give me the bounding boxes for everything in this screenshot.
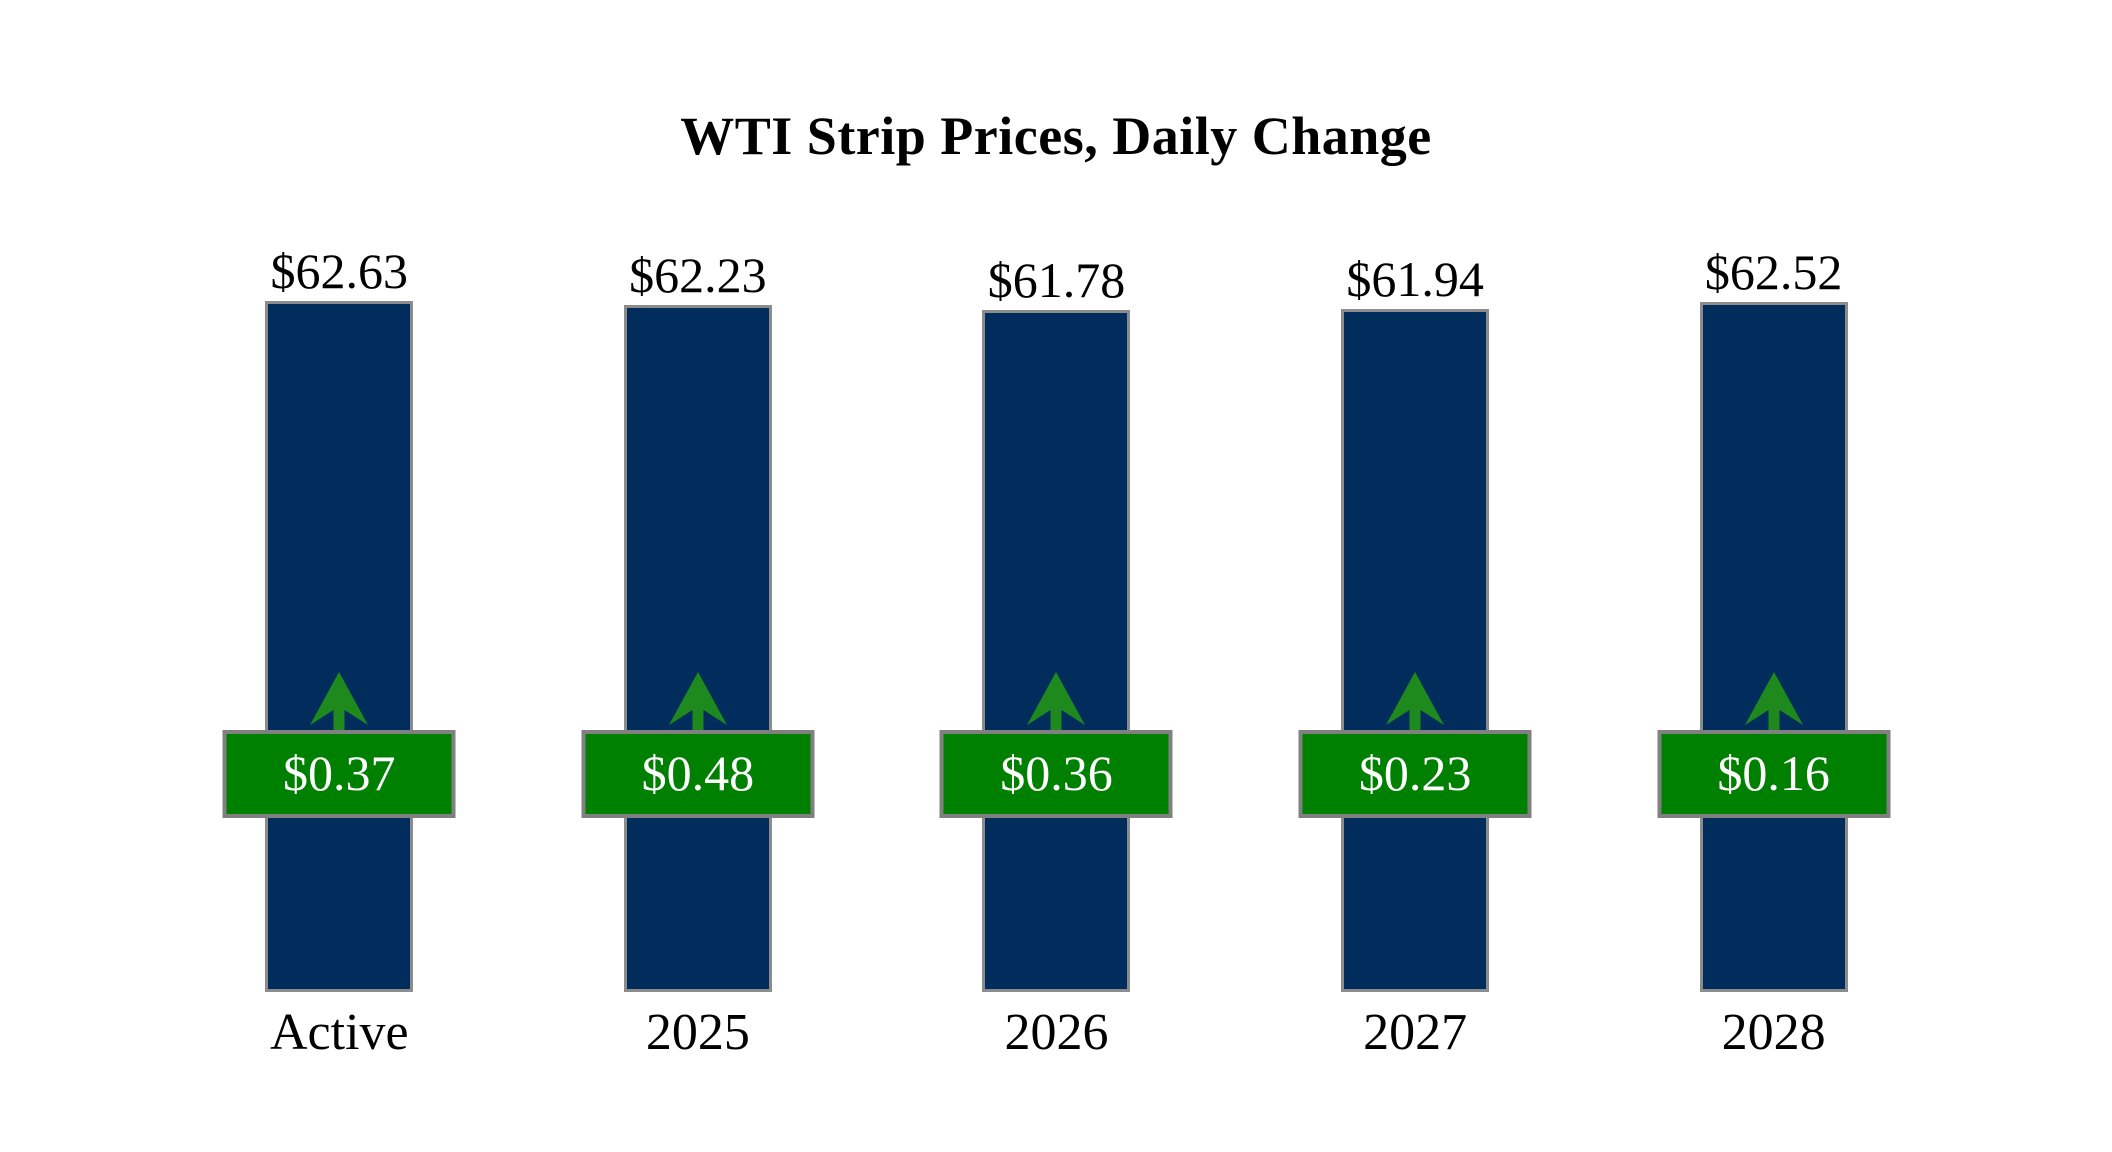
up-arrow-icon bbox=[1744, 672, 1803, 730]
change-badge: $0.16 bbox=[1657, 730, 1891, 818]
price-bar bbox=[1341, 309, 1490, 992]
category-label: 2028 bbox=[1721, 1004, 1826, 1061]
up-arrow-icon bbox=[1027, 672, 1086, 730]
category-label: 2025 bbox=[645, 1004, 750, 1061]
change-badge: $0.37 bbox=[222, 730, 456, 818]
price-label: $61.94 bbox=[1346, 251, 1484, 307]
bar-column: $62.63 $0.37 Active bbox=[160, 0, 519, 1152]
change-badge: $0.36 bbox=[939, 730, 1173, 818]
price-label: $61.78 bbox=[987, 252, 1126, 308]
price-label: $62.52 bbox=[1704, 244, 1843, 300]
change-label: $0.48 bbox=[641, 745, 755, 801]
bar-column: $61.94 $0.23 2027 bbox=[1236, 0, 1595, 1152]
bar-column: $62.52 $0.16 2028 bbox=[1594, 0, 1953, 1152]
category-label: Active bbox=[269, 1004, 409, 1061]
bar-columns: $62.63 $0.37 Active $62.23 $0.48 2025 $61.78 $0… bbox=[160, 0, 1953, 1152]
price-label: $62.63 bbox=[270, 243, 409, 299]
category-label: 2027 bbox=[1363, 1004, 1468, 1061]
chart-title: WTI Strip Prices, Daily Change bbox=[680, 106, 1432, 166]
change-badge: $0.23 bbox=[1298, 730, 1532, 818]
bar-column: $61.78 $0.36 2026 bbox=[877, 0, 1236, 1152]
up-arrow-icon bbox=[668, 672, 727, 730]
price-bar bbox=[623, 305, 772, 992]
price-bar bbox=[1699, 302, 1848, 992]
change-label: $0.16 bbox=[1717, 745, 1830, 801]
category-label: 2026 bbox=[1004, 1004, 1109, 1061]
change-label: $0.36 bbox=[1000, 745, 1113, 801]
price-bar bbox=[982, 310, 1131, 992]
change-badge: $0.48 bbox=[581, 730, 815, 818]
up-arrow-icon bbox=[1386, 672, 1445, 730]
price-bar bbox=[265, 301, 414, 992]
bar-column: $62.23 $0.48 2025 bbox=[519, 0, 878, 1152]
price-label: $62.23 bbox=[629, 247, 767, 303]
change-label: $0.37 bbox=[283, 745, 396, 801]
up-arrow-icon bbox=[310, 672, 369, 730]
change-label: $0.23 bbox=[1358, 745, 1472, 801]
